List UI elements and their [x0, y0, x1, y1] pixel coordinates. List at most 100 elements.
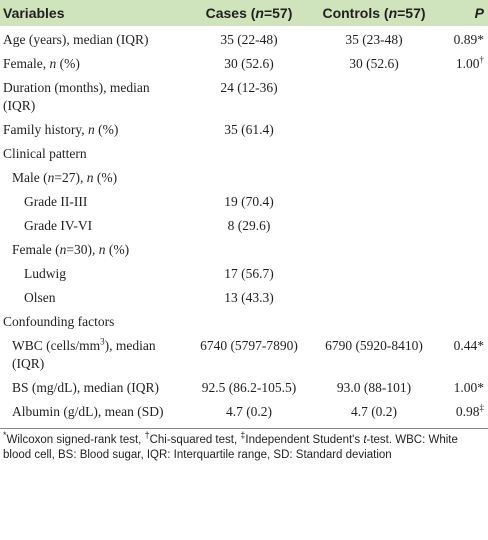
table-cell: Ludwig	[0, 263, 186, 287]
text-segment: 1.00	[455, 56, 480, 71]
footnote: *Wilcoxon signed-rank test, †Chi-squared…	[0, 428, 488, 463]
text-segment: n	[388, 5, 398, 21]
table-cell: 35 (22-48)	[186, 26, 312, 53]
cell-text: Clinical pattern	[3, 146, 87, 161]
table-cell: Confounding factors	[0, 311, 186, 335]
header-cell: P	[436, 0, 488, 26]
table-cell: 92.5 (86.2-105.5)	[186, 377, 312, 401]
cell-text: Age (years), median (IQR)	[3, 32, 149, 47]
text-segment: *	[3, 430, 7, 441]
table-cell: 0.98‡	[436, 401, 488, 425]
text-segment: ‡	[240, 430, 246, 441]
table-cell	[436, 167, 488, 191]
table-cell	[312, 119, 436, 143]
table-cell	[436, 215, 488, 239]
text-segment: 3	[100, 336, 105, 347]
table-cell: 8 (29.6)	[186, 215, 312, 239]
table-cell	[186, 311, 312, 335]
table-row: Ludwig 17 (56.7)	[0, 263, 488, 287]
table-cell	[436, 191, 488, 215]
table-cell: 93.0 (88-101)	[312, 377, 436, 401]
text-segment: 0.98	[455, 404, 480, 419]
table-cell: 30 (52.6)	[186, 53, 312, 77]
text-segment: n	[88, 122, 95, 137]
cell-text: Olsen	[24, 290, 56, 305]
table-cell: 1.00*	[436, 377, 488, 401]
cell-text: 6790 (5920-8410)	[325, 338, 423, 353]
header-cell: Variables	[0, 0, 186, 26]
text-segment: (%)	[93, 170, 118, 185]
text-segment: †	[479, 54, 485, 65]
text-segment: (%)	[94, 122, 119, 137]
table-row: Clinical pattern	[0, 143, 488, 167]
cell-text: 35 (23-48)	[345, 32, 403, 47]
table-cell	[312, 215, 436, 239]
table-row: Age (years), median (IQR) 35 (22-48) 35 (2…	[0, 26, 488, 53]
table-row: WBC (cells/mm3), median (IQR) 6740 (5797-…	[0, 335, 488, 377]
table-row: Olsen 13 (43.3)	[0, 287, 488, 311]
table-cell	[312, 239, 436, 263]
text-segment: P	[474, 5, 484, 21]
header-row: Variables Cases (n=57) Controls (n=57) P	[0, 0, 488, 26]
table-cell: Grade IV-VI	[0, 215, 186, 239]
table-cell: 4.7 (0.2)	[186, 401, 312, 425]
cell-text: 35 (22-48)	[220, 32, 278, 47]
text-segment: Chi-squared test,	[149, 434, 241, 446]
table-cell	[436, 263, 488, 287]
table-cell: 6740 (5797-7890)	[186, 335, 312, 377]
text-segment: n	[59, 242, 67, 257]
table-row: Duration (months), median (IQR) 24 (12-36…	[0, 77, 488, 119]
text-segment: Female,	[3, 56, 50, 71]
table-cell: 35 (61.4)	[186, 119, 312, 143]
table-row: Female (n=30), n (%)	[0, 239, 488, 263]
text-segment: n	[98, 242, 106, 257]
text-segment: Cases (	[205, 5, 256, 21]
table-cell: Clinical pattern	[0, 143, 186, 167]
table-cell: Age (years), median (IQR)	[0, 26, 186, 53]
table-cell: WBC (cells/mm3), median (IQR)	[0, 335, 186, 377]
cell-text: 0.44*	[453, 338, 484, 353]
cell-text: 30 (52.6)	[224, 56, 274, 71]
table-cell: 1.00†	[436, 53, 488, 77]
cell-text: Albumin (g/dL), mean (SD)	[12, 404, 164, 419]
table-cell: Family history, n (%)	[0, 119, 186, 143]
table-cell: 17 (56.7)	[186, 263, 312, 287]
text-segment: Independent Student's	[245, 434, 364, 446]
table-cell	[312, 311, 436, 335]
table-cell: 0.44*	[436, 335, 488, 377]
cell-text: Grade IV-VI	[24, 218, 93, 233]
text-segment: t	[363, 434, 367, 446]
table-row: Albumin (g/dL), mean (SD) 4.7 (0.2) 4.7 (0…	[0, 401, 488, 425]
header-cell: Cases (n=57)	[186, 0, 312, 26]
cell-text: 35 (61.4)	[224, 122, 274, 137]
table-row: Male (n=27), n (%)	[0, 167, 488, 191]
table-cell: Female, n (%)	[0, 53, 186, 77]
table-cell: 6790 (5920-8410)	[312, 335, 436, 377]
cell-text: BS (mg/dL), median (IQR)	[12, 380, 159, 395]
text-segment: =57)	[263, 5, 293, 21]
table-cell: Male (n=27), n (%)	[0, 167, 186, 191]
table-row: BS (mg/dL), median (IQR) 92.5 (86.2-105.5…	[0, 377, 488, 401]
table-row: Confounding factors	[0, 311, 488, 335]
text-segment: ), median (IQR)	[12, 338, 156, 371]
table-cell	[312, 191, 436, 215]
table-cell: Grade II-III	[0, 191, 186, 215]
text-segment: (%)	[105, 242, 130, 257]
table-cell	[436, 119, 488, 143]
table-cell	[436, 77, 488, 119]
table-cell	[312, 263, 436, 287]
table-cell: Female (n=30), n (%)	[0, 239, 186, 263]
table-cell	[186, 239, 312, 263]
cell-text: 1.00*	[453, 380, 484, 395]
text-segment: Controls (	[322, 5, 389, 21]
text-segment: Male (	[12, 170, 48, 185]
text-segment: Family history,	[3, 122, 89, 137]
table-cell: BS (mg/dL), median (IQR)	[0, 377, 186, 401]
cell-text: 30 (52.6)	[349, 56, 399, 71]
cell-text: Grade II-III	[24, 194, 88, 209]
cell-text: 24 (12-36)	[220, 80, 278, 95]
table-row: Grade IV-VI 8 (29.6)	[0, 215, 488, 239]
text-segment: =57)	[397, 5, 426, 21]
text-segment: (%)	[56, 56, 80, 71]
